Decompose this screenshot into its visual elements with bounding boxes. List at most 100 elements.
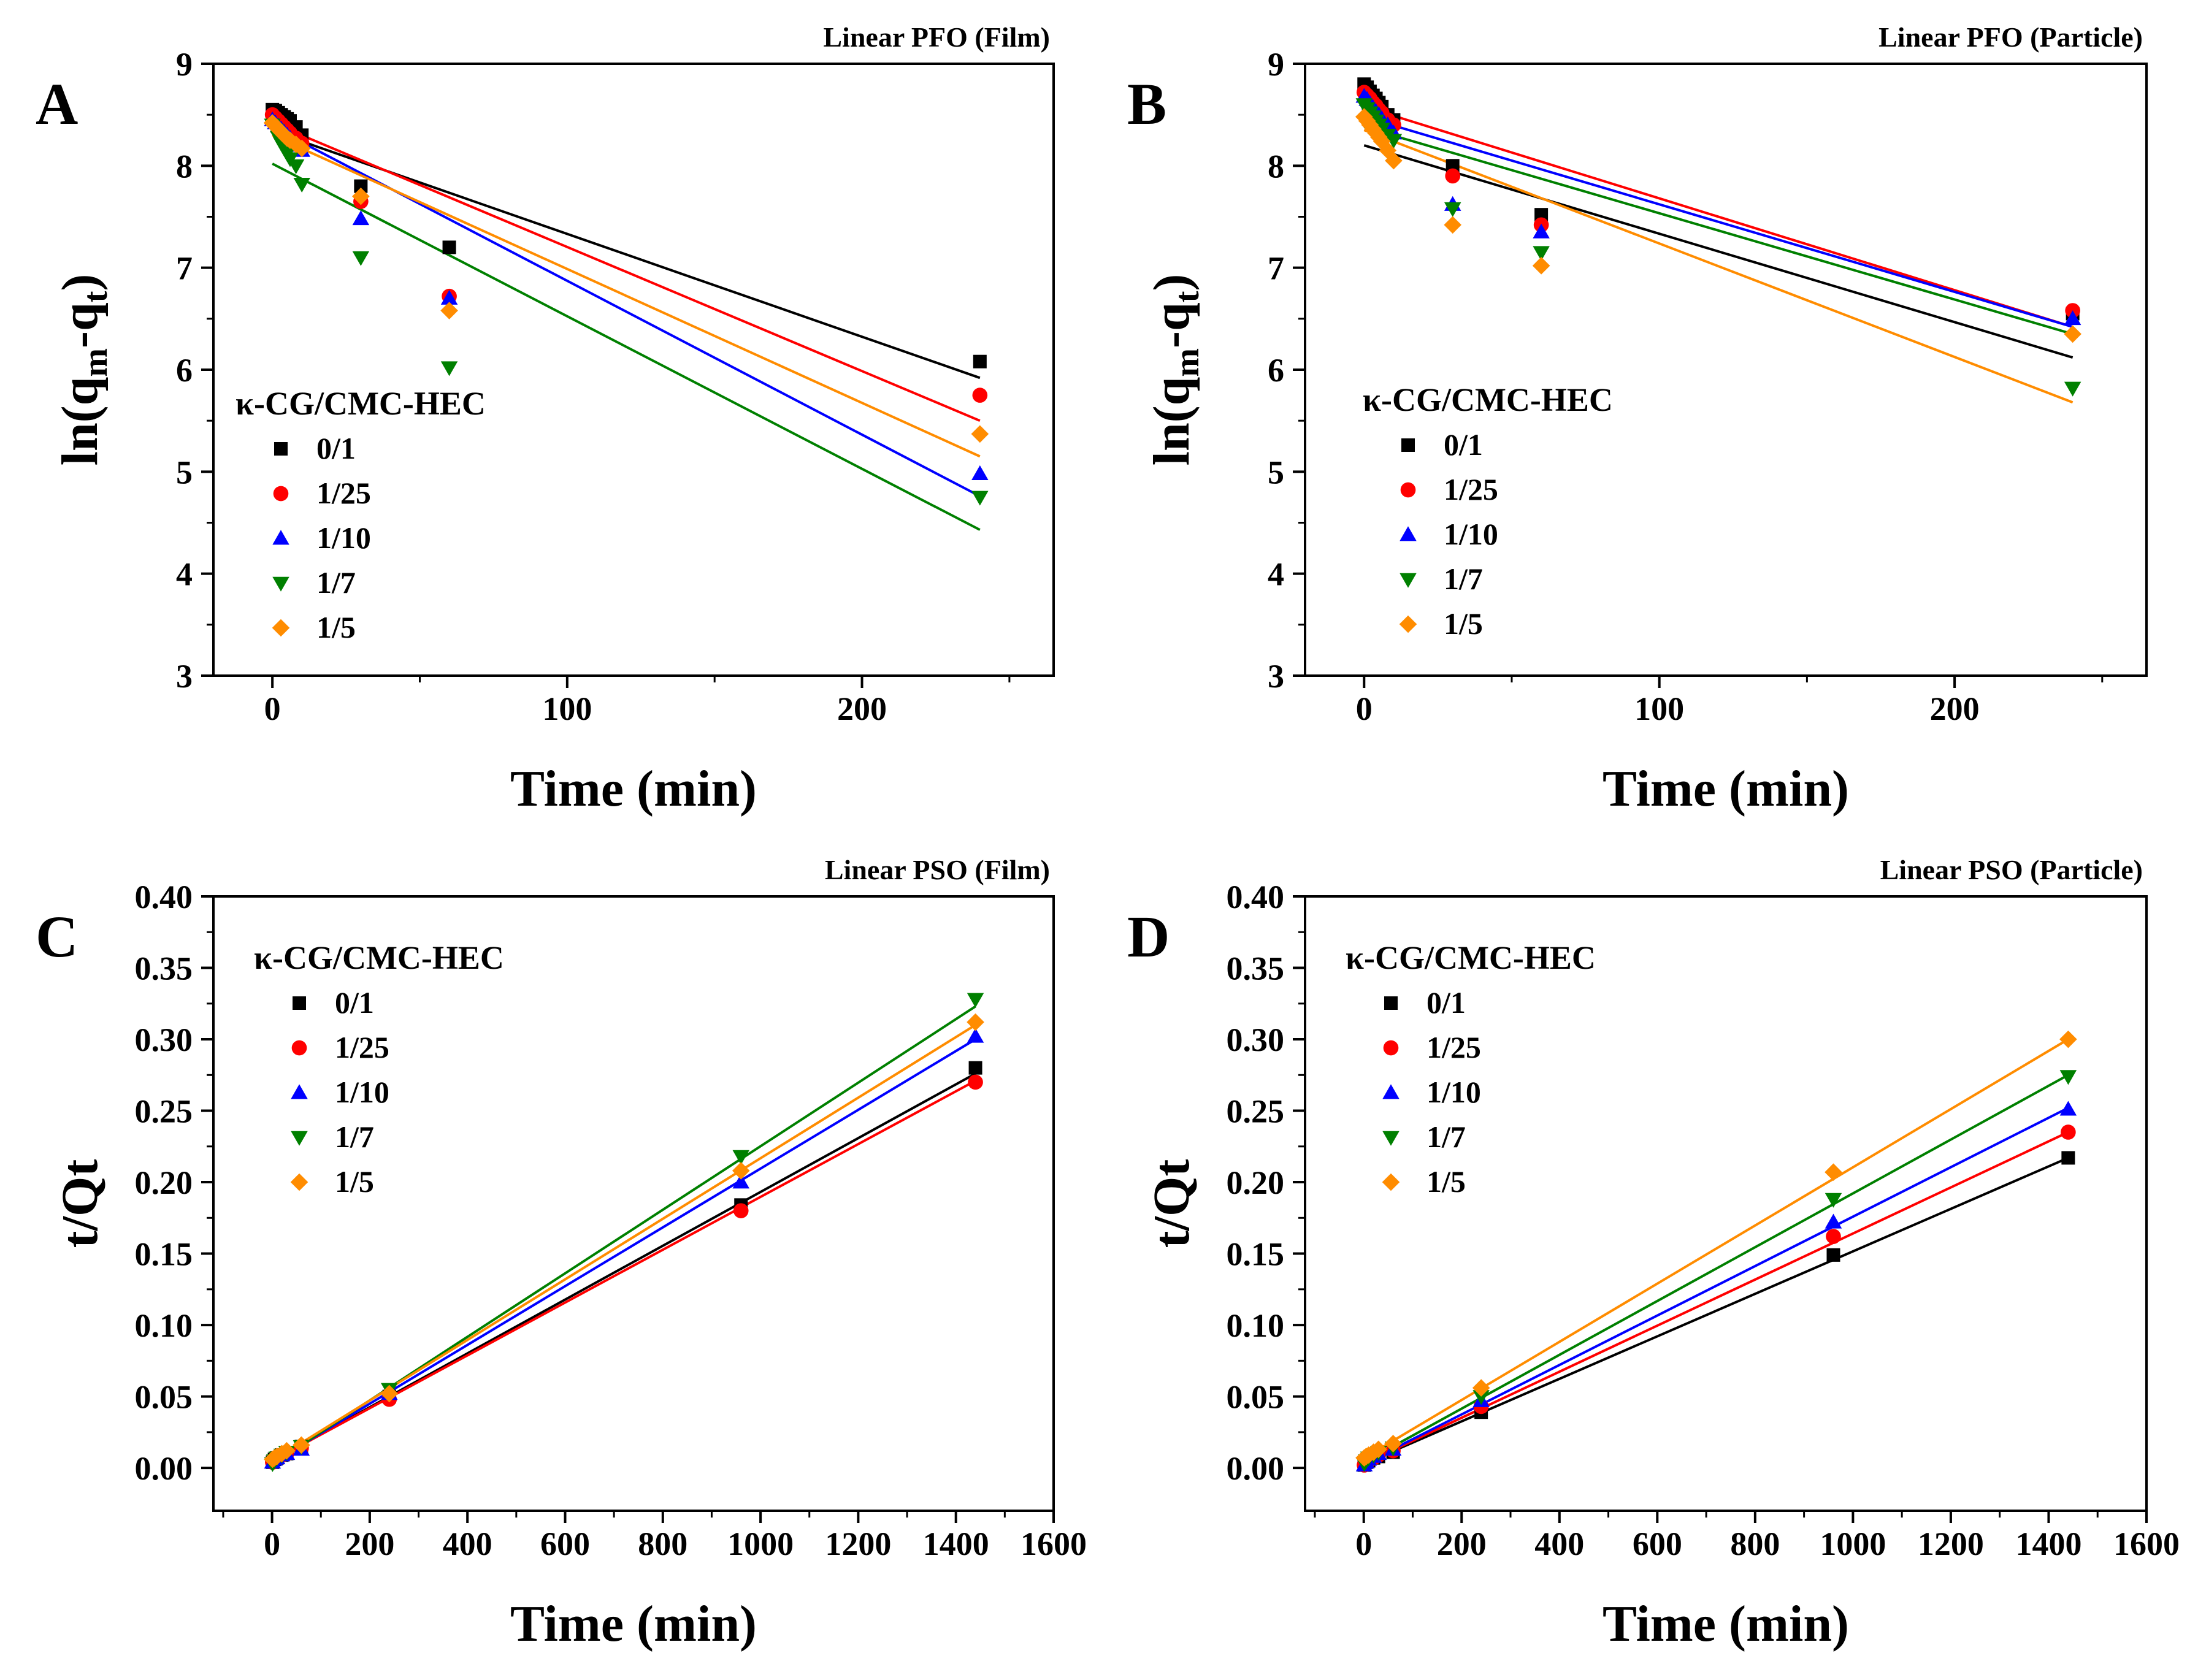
legend-marker	[272, 530, 289, 545]
legend-marker	[1382, 1173, 1400, 1191]
y-tick-label: 0.35	[1227, 950, 1285, 987]
data-point-1-10	[967, 1028, 984, 1043]
x-tick-label: 400	[1534, 1525, 1584, 1562]
legend-marker	[1384, 996, 1398, 1010]
fit-line-1-7	[1363, 126, 2074, 335]
x-tick-label: 1600	[1020, 1525, 1087, 1562]
y-tick-label: 5	[1268, 454, 1284, 491]
data-point-1-25	[2061, 1124, 2076, 1140]
data-point-1-7	[293, 177, 310, 193]
panel-title: Linear PSO (Film)	[825, 854, 1050, 885]
data-point-1-5	[967, 1013, 984, 1031]
legend-item: 1/5	[316, 610, 356, 644]
legend-marker	[291, 1040, 307, 1056]
y-tick-label: 0.40	[1227, 879, 1285, 915]
y-axis-label: t/Qt	[52, 1159, 109, 1248]
panel-title: Linear PFO (Film)	[823, 21, 1050, 53]
data-point-1-5	[1369, 1440, 1387, 1459]
data-point-1-7	[352, 251, 370, 266]
legend-title: κ-CG/CMC-HEC	[254, 939, 504, 976]
x-tick-label: 0	[1355, 1525, 1372, 1562]
legend-marker	[293, 996, 306, 1010]
x-tick-label: 600	[1633, 1525, 1682, 1562]
data-point-1-10	[1825, 1213, 1842, 1229]
plot-area	[264, 993, 984, 1472]
legend-item: 0/1	[1426, 985, 1466, 1020]
data-point-1-5	[1532, 257, 1550, 275]
y-tick-label: 0.15	[1227, 1236, 1285, 1273]
y-tick-label: 0.30	[1227, 1021, 1285, 1058]
x-tick-label: 400	[443, 1525, 492, 1562]
y-tick-label: 7	[1268, 250, 1284, 287]
y-tick-label: 0.00	[135, 1450, 193, 1487]
legend-marker	[272, 619, 290, 637]
y-tick-label: 0.30	[135, 1021, 193, 1058]
fit-line-1-25	[1363, 1131, 2069, 1465]
panel-A: 0 100 200 3 4 5 6 7 8 9 Time (min) ln(qm-qt) Linear …	[36, 21, 1055, 817]
legend-item: 1/7	[335, 1120, 374, 1154]
legend-item: 1/25	[335, 1030, 389, 1064]
legend-item: 1/5	[1444, 606, 1483, 641]
data-point-1-5	[1444, 216, 1462, 234]
data-point-1-5	[352, 187, 370, 205]
data-point-1-7	[2059, 1070, 2077, 1085]
legend-item: 1/25	[1444, 472, 1498, 506]
y-tick-label: 0.20	[1227, 1164, 1285, 1201]
data-point-1-25	[972, 388, 988, 403]
data-point-1-5	[281, 131, 299, 150]
legend-marker	[272, 576, 289, 592]
legend-item: 1/10	[335, 1075, 389, 1109]
x-tick-label: 800	[638, 1525, 687, 1562]
fit-line-1-10	[1363, 115, 2074, 329]
y-tick-label: 0.40	[135, 879, 193, 915]
panel-title: Linear PFO (Particle)	[1878, 21, 2143, 53]
plot-area	[263, 102, 989, 531]
legend-marker	[290, 1173, 308, 1191]
x-tick-label: 1600	[2113, 1525, 2180, 1562]
data-point-1-5	[732, 1162, 750, 1180]
legend-item: 1/25	[1426, 1030, 1481, 1064]
y-axis-label: t/Qt	[1143, 1159, 1200, 1248]
legend-item: 1/25	[316, 476, 371, 510]
plot-frame	[1304, 895, 2148, 1512]
fit-line-0-1	[1363, 144, 2074, 359]
data-point-1-5	[2059, 1030, 2077, 1048]
x-tick-label: 1400	[2015, 1525, 2081, 1562]
data-point-0-1	[442, 240, 456, 254]
legend-item: 0/1	[316, 431, 356, 465]
y-tick-label: 0.25	[135, 1093, 193, 1130]
data-point-1-7	[967, 993, 984, 1008]
panel-letter: C	[36, 904, 78, 969]
panel-letter: D	[1127, 904, 1170, 969]
data-point-1-7	[732, 1150, 749, 1165]
legend-item: 1/5	[335, 1164, 374, 1199]
data-point-1-5	[1385, 151, 1403, 170]
legend-marker	[1382, 1131, 1400, 1146]
data-point-1-7	[971, 491, 989, 506]
data-point-1-7	[1385, 134, 1403, 149]
data-point-1-5	[380, 1384, 399, 1403]
x-tick-label: 800	[1730, 1525, 1780, 1562]
y-tick-label: 4	[176, 556, 193, 593]
y-tick-label: 0.05	[1227, 1379, 1285, 1416]
x-tick-label: 1000	[1820, 1525, 1886, 1562]
y-tick-label: 4	[1268, 556, 1284, 593]
legend-title: κ-CG/CMC-HEC	[1346, 939, 1596, 976]
data-point-1-10	[2064, 310, 2081, 326]
data-point-0-1	[1826, 1248, 1840, 1262]
fit-line-1-25	[272, 121, 981, 422]
data-point-1-7	[287, 159, 305, 175]
data-point-1-5	[278, 1441, 296, 1460]
data-point-1-10	[440, 289, 458, 305]
legend-title: κ-CG/CMC-HEC	[236, 385, 486, 422]
x-tick-label: 1200	[825, 1525, 891, 1562]
y-tick-label: 0.35	[135, 950, 193, 987]
data-point-1-5	[293, 139, 311, 158]
legend-marker	[1400, 482, 1416, 498]
panel-D: 0 200 400 600 800 1000 1200 1400 1600 0.00 0.05 0.1…	[1127, 854, 2180, 1652]
fit-line-1-5	[272, 134, 981, 458]
x-tick-label: 0	[264, 690, 281, 727]
x-tick-label: 200	[345, 1525, 394, 1562]
x-axis-label: Time (min)	[1603, 1595, 1849, 1652]
